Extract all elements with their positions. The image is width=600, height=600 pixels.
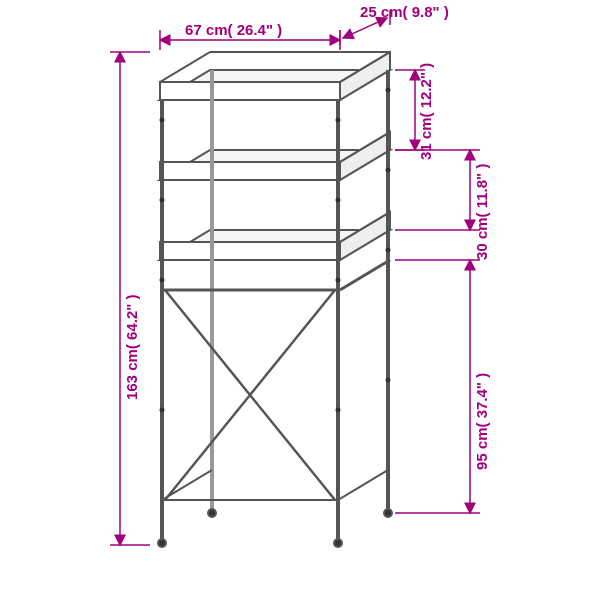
label-total-height: 163 cm( 64.2" ) [124,294,141,400]
rack-drawing [158,52,392,547]
label-leg-height: 95 cm( 37.4" ) [474,373,491,470]
shelf-1 [160,52,390,100]
label-width: 67 cm( 26.4" ) [185,22,282,39]
shelf-3 [160,212,390,260]
label-gap-1: 31 cm( 12.2" ) [418,63,435,160]
label-depth: 25 cm( 9.8" ) [360,4,449,21]
shelf-2 [160,132,390,180]
dim-depth [343,18,387,38]
label-gap-2: 30 cm( 11.8" ) [474,164,491,260]
diagram-canvas [0,0,600,600]
